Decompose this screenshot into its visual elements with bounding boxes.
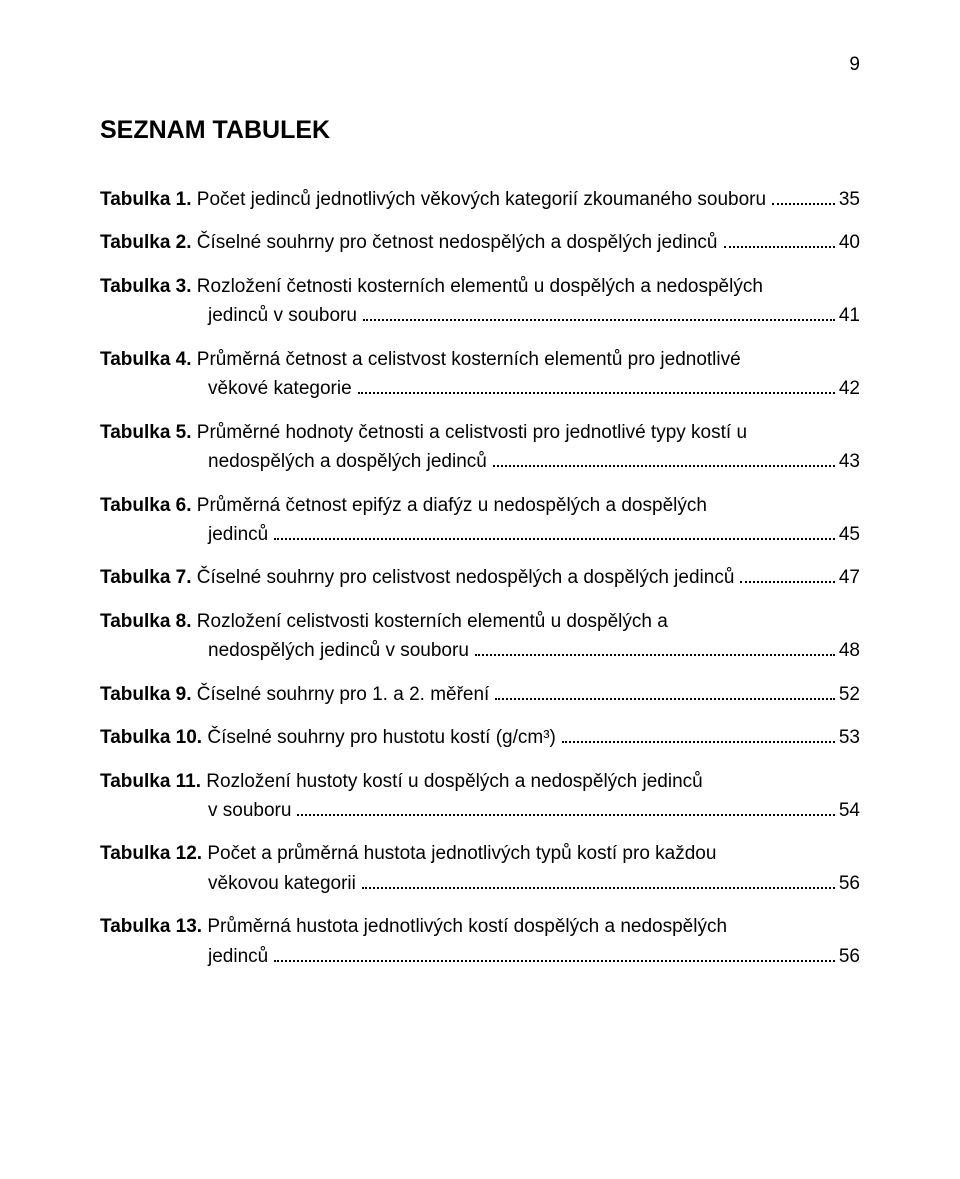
toc-entry-text-tail: Číselné souhrny pro četnost nedospělých … — [192, 232, 718, 253]
toc-entry-label: Tabulka 5. — [100, 422, 192, 443]
toc-entry-text-head: Tabulka 5. Průměrné hodnoty četnosti a c… — [100, 422, 747, 443]
toc-entry: Tabulka 6. Průměrná četnost epifýz a dia… — [100, 491, 860, 550]
toc-entry: Tabulka 13. Průměrná hustota jednotlivýc… — [100, 912, 860, 971]
toc-entry-last-line: Tabulka 9. Číselné souhrny pro 1. a 2. m… — [100, 680, 860, 709]
toc-entry-last-line: věkové kategorie 42 — [100, 374, 860, 403]
toc-entry: Tabulka 9. Číselné souhrny pro 1. a 2. m… — [100, 680, 860, 709]
toc-entry-page: 54 — [839, 796, 860, 825]
toc-entry-text: Tabulka 10. Číselné souhrny pro hustotu … — [100, 723, 556, 752]
toc-entry-page: 56 — [839, 869, 860, 898]
toc-entry-last-line: nedospělých jedinců v souboru 48 — [100, 636, 860, 665]
toc-entry-text-tail: jedinců — [100, 520, 268, 549]
toc-entry-page: 53 — [839, 723, 860, 752]
dot-leader — [772, 188, 835, 205]
toc-entry: Tabulka 1. Počet jedinců jednotlivých vě… — [100, 185, 860, 214]
toc-entry-last-line: nedospělých a dospělých jedinců 43 — [100, 447, 860, 476]
toc-entry: Tabulka 3. Rozložení četnosti kosterních… — [100, 272, 860, 331]
toc-entry-page: 52 — [839, 680, 860, 709]
toc-entry-last-line: jedinců v souboru 41 — [100, 301, 860, 330]
toc-entry-label: Tabulka 13. — [100, 916, 202, 937]
toc-entry-text-head: Tabulka 8. Rozložení celistvosti kostern… — [100, 611, 668, 632]
toc-entry-text-tail: nedospělých jedinců v souboru — [100, 636, 469, 665]
toc-entry-label: Tabulka 2. — [100, 232, 192, 253]
dot-leader — [562, 726, 835, 743]
toc-entry-label: Tabulka 6. — [100, 495, 192, 516]
dot-leader — [274, 523, 835, 540]
toc-entry-last-line: v souboru 54 — [100, 796, 860, 825]
toc-entry-text-head: Tabulka 3. Rozložení četnosti kosterních… — [100, 276, 763, 297]
toc-entry-text-head: Tabulka 11. Rozložení hustoty kostí u do… — [100, 771, 703, 792]
toc-entry-label: Tabulka 1. — [100, 189, 192, 210]
toc-entry: Tabulka 8. Rozložení celistvosti kostern… — [100, 607, 860, 666]
toc-entry-last-line: Tabulka 1. Počet jedinců jednotlivých vě… — [100, 185, 860, 214]
toc-entry-page: 40 — [839, 228, 860, 257]
toc-entry-page: 45 — [839, 520, 860, 549]
toc-entry: Tabulka 4. Průměrná četnost a celistvost… — [100, 345, 860, 404]
dot-leader — [724, 231, 835, 248]
toc-entry-text-tail: Číselné souhrny pro hustotu kostí (g/cm³… — [202, 727, 556, 748]
toc-entry-text-tail: věkovou kategorii — [100, 869, 356, 898]
toc-entry-page: 56 — [839, 942, 860, 971]
toc-entry-text-tail: v souboru — [100, 796, 291, 825]
toc-entry-text-head: Tabulka 6. Průměrná četnost epifýz a dia… — [100, 495, 707, 516]
page-number: 9 — [100, 54, 860, 76]
toc-entry-text-tail: jedinců — [100, 942, 268, 971]
toc-entry-text-tail: nedospělých a dospělých jedinců — [100, 447, 487, 476]
toc-entry: Tabulka 7. Číselné souhrny pro celistvos… — [100, 563, 860, 592]
dot-leader — [358, 377, 835, 394]
dot-leader — [493, 450, 835, 467]
toc-entry: Tabulka 5. Průměrné hodnoty četnosti a c… — [100, 418, 860, 477]
toc-entry-text-tail: Počet jedinců jednotlivých věkových kate… — [192, 189, 767, 210]
document-page: 9 SEZNAM TABULEK Tabulka 1. Počet jedinc… — [0, 0, 960, 1179]
toc-entry-text-tail: věkové kategorie — [100, 374, 352, 403]
toc-entry-text-head: Tabulka 12. Počet a průměrná hustota jed… — [100, 843, 716, 864]
toc-entry-label: Tabulka 11. — [100, 771, 201, 792]
toc-entry: Tabulka 2. Číselné souhrny pro četnost n… — [100, 228, 860, 257]
toc-entry-last-line: Tabulka 10. Číselné souhrny pro hustotu … — [100, 723, 860, 752]
toc-entry-page: 48 — [839, 636, 860, 665]
toc-entry-page: 35 — [839, 185, 860, 214]
toc-entry-text-tail: Číselné souhrny pro celistvost nedospělý… — [192, 567, 735, 588]
toc-entry-text: Tabulka 1. Počet jedinců jednotlivých vě… — [100, 185, 766, 214]
toc-entry-label: Tabulka 12. — [100, 843, 202, 864]
toc-entry-label: Tabulka 9. — [100, 684, 192, 705]
toc-entry: Tabulka 10. Číselné souhrny pro hustotu … — [100, 723, 860, 752]
toc-entry-label: Tabulka 4. — [100, 349, 192, 370]
page-title: SEZNAM TABULEK — [100, 116, 860, 145]
toc-entry-page: 41 — [839, 301, 860, 330]
toc-entry: Tabulka 11. Rozložení hustoty kostí u do… — [100, 767, 860, 826]
toc-entry-text: Tabulka 7. Číselné souhrny pro celistvos… — [100, 563, 734, 592]
toc-list: Tabulka 1. Počet jedinců jednotlivých vě… — [100, 185, 860, 971]
dot-leader — [297, 799, 834, 816]
dot-leader — [740, 566, 834, 583]
toc-entry-last-line: jedinců 56 — [100, 942, 860, 971]
toc-entry-page: 42 — [839, 374, 860, 403]
toc-entry-last-line: jedinců 45 — [100, 520, 860, 549]
dot-leader — [475, 639, 835, 656]
dot-leader — [363, 304, 835, 321]
toc-entry-last-line: Tabulka 2. Číselné souhrny pro četnost n… — [100, 228, 860, 257]
dot-leader — [274, 945, 835, 962]
dot-leader — [495, 683, 835, 700]
toc-entry-text-tail: jedinců v souboru — [100, 301, 357, 330]
toc-entry-label: Tabulka 8. — [100, 611, 192, 632]
toc-entry-label: Tabulka 10. — [100, 727, 202, 748]
toc-entry-text-head: Tabulka 4. Průměrná četnost a celistvost… — [100, 349, 741, 370]
toc-entry-text-tail: Číselné souhrny pro 1. a 2. měření — [192, 684, 490, 705]
toc-entry-page: 47 — [839, 563, 860, 592]
toc-entry-text: Tabulka 2. Číselné souhrny pro četnost n… — [100, 228, 718, 257]
toc-entry-label: Tabulka 3. — [100, 276, 192, 297]
toc-entry-label: Tabulka 7. — [100, 567, 192, 588]
toc-entry-last-line: Tabulka 7. Číselné souhrny pro celistvos… — [100, 563, 860, 592]
toc-entry: Tabulka 12. Počet a průměrná hustota jed… — [100, 839, 860, 898]
toc-entry-text-head: Tabulka 13. Průměrná hustota jednotlivýc… — [100, 916, 727, 937]
toc-entry-text: Tabulka 9. Číselné souhrny pro 1. a 2. m… — [100, 680, 489, 709]
toc-entry-last-line: věkovou kategorii 56 — [100, 869, 860, 898]
dot-leader — [362, 872, 835, 889]
toc-entry-page: 43 — [839, 447, 860, 476]
